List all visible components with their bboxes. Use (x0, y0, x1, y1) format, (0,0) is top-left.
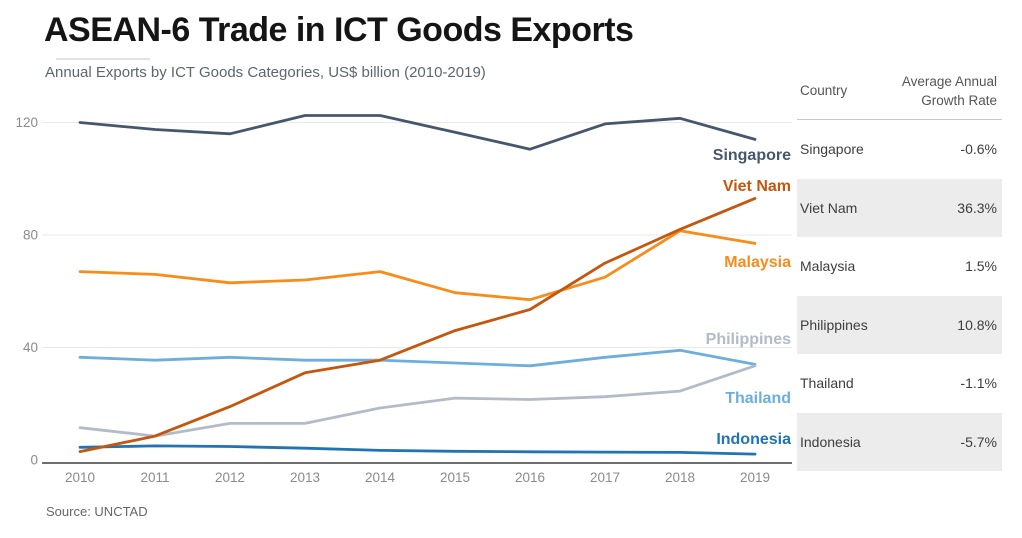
series-label-thailand: Thailand (725, 390, 791, 407)
series-line-viet-nam[interactable] (78, 196, 757, 454)
page-title: ASEAN-6 Trade in ICT Goods Exports (44, 11, 634, 49)
series-label-indonesia: Indonesia (716, 431, 791, 448)
country-cell: Viet Nam (800, 199, 858, 216)
series-label-philippines: Philippines (705, 331, 791, 348)
x-tick-label: 2017 (590, 470, 620, 485)
table-row-malaysia[interactable]: Malaysia 1.5% (797, 237, 1002, 296)
rate-cell: -5.7% (960, 433, 997, 450)
table-row-thailand[interactable]: Thailand -1.1% (797, 354, 1002, 413)
col-header-country: Country (800, 83, 848, 98)
col-header-growth-rate: Average Annual Growth Rate (902, 72, 997, 110)
x-tick-label: 2010 (65, 470, 95, 485)
growth-table: Country Average Annual Growth Rate Singap… (797, 62, 1002, 471)
y-tick-label: 80 (23, 228, 38, 243)
table-header-row: Country Average Annual Growth Rate (797, 62, 1002, 120)
series-line-indonesia[interactable] (78, 444, 757, 456)
series-line-thailand[interactable] (78, 348, 757, 368)
x-tick-label: 2019 (740, 470, 770, 485)
x-tick-label: 2011 (140, 470, 169, 485)
x-tick-label: 2012 (215, 470, 245, 485)
series-line-philippines[interactable] (78, 364, 757, 438)
country-cell: Philippines (800, 316, 868, 333)
table-row-singapore[interactable]: Singapore -0.6% (797, 120, 1002, 179)
title-underline (56, 58, 150, 60)
col-header-growth-rate-line2: Growth Rate (921, 92, 997, 108)
rate-cell: 10.8% (957, 316, 997, 333)
y-tick-label: 40 (23, 340, 38, 355)
x-tick-label: 2015 (440, 470, 470, 485)
country-cell: Singapore (800, 141, 864, 158)
x-tick-label: 2016 (515, 470, 545, 485)
rate-cell: 1.5% (965, 258, 997, 275)
series-label-malaysia: Malaysia (724, 254, 791, 271)
country-cell: Malaysia (800, 258, 856, 275)
country-cell: Indonesia (800, 433, 861, 450)
col-header-growth-rate-line1: Average Annual (901, 73, 997, 89)
table-row-philippines[interactable]: Philippines 10.8% (797, 295, 1002, 354)
table-row-indonesia[interactable]: Indonesia -5.7% (797, 412, 1002, 471)
rate-cell: -1.1% (960, 375, 997, 392)
rate-cell: 36.3% (957, 199, 997, 216)
source-note: Source: UNCTAD (46, 504, 148, 519)
x-tick-label: 2018 (665, 470, 695, 485)
table-row-viet-nam[interactable]: Viet Nam 36.3% (797, 178, 1002, 237)
series-label-viet-nam: Viet Nam (722, 178, 791, 195)
rate-cell: -0.6% (960, 141, 997, 158)
x-tick-label: 2014 (365, 470, 396, 485)
y-tick-label: 0 (30, 453, 38, 468)
series-line-singapore[interactable] (78, 114, 757, 151)
series-label-singapore: Singapore (712, 147, 791, 164)
series-line-malaysia[interactable] (78, 229, 757, 302)
x-tick-label: 2013 (290, 470, 320, 485)
chart-subtitle: Annual Exports by ICT Goods Categories, … (45, 64, 486, 81)
country-cell: Thailand (800, 375, 854, 392)
y-tick-label: 120 (15, 115, 38, 130)
